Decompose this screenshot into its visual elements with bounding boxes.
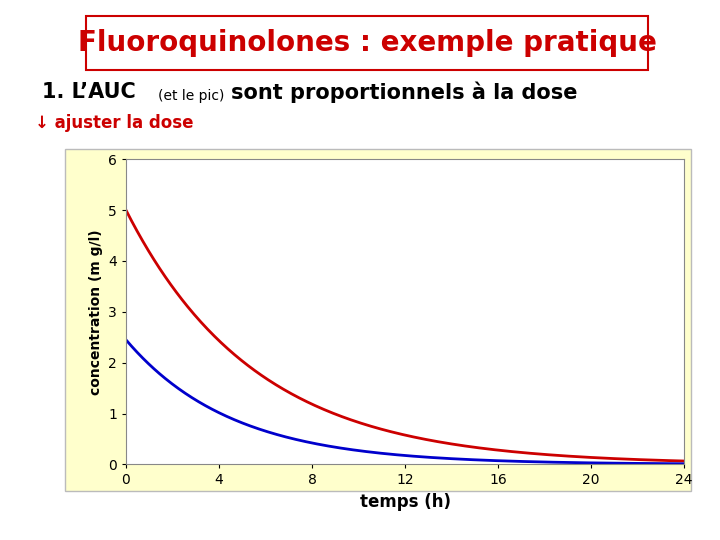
Text: sont proportionnels à la dose: sont proportionnels à la dose bbox=[231, 82, 577, 103]
FancyBboxPatch shape bbox=[86, 16, 648, 70]
Y-axis label: concentration (m g/l): concentration (m g/l) bbox=[89, 229, 102, 395]
X-axis label: temps (h): temps (h) bbox=[359, 493, 451, 511]
Text: Fluoroquinolones : exemple pratique: Fluoroquinolones : exemple pratique bbox=[78, 29, 657, 57]
Text: ↓ ajuster la dose: ↓ ajuster la dose bbox=[35, 114, 194, 132]
Text: (et le pic): (et le pic) bbox=[158, 89, 229, 103]
Text: 1. L’AUC: 1. L’AUC bbox=[42, 82, 143, 102]
